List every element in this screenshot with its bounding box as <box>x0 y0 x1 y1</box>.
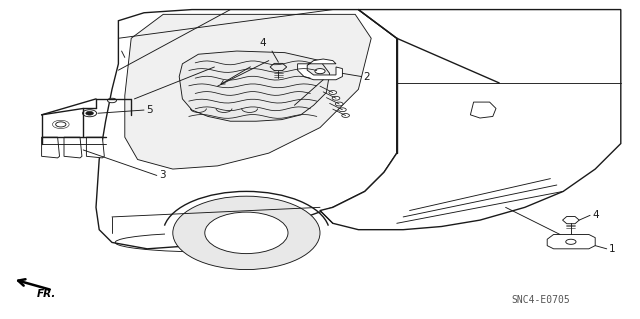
Circle shape <box>342 114 349 117</box>
Circle shape <box>56 122 66 127</box>
Polygon shape <box>86 137 104 158</box>
Text: 2: 2 <box>364 71 370 82</box>
Text: 4: 4 <box>592 210 598 220</box>
Polygon shape <box>125 14 371 169</box>
Circle shape <box>83 110 97 117</box>
Circle shape <box>86 111 93 115</box>
Circle shape <box>329 91 337 94</box>
Polygon shape <box>547 234 595 249</box>
Circle shape <box>315 69 325 74</box>
Circle shape <box>339 108 346 112</box>
Polygon shape <box>96 10 397 249</box>
Circle shape <box>335 102 343 106</box>
Text: FR.: FR. <box>37 289 56 299</box>
Polygon shape <box>179 51 330 121</box>
Polygon shape <box>42 137 60 158</box>
Polygon shape <box>298 59 342 80</box>
Polygon shape <box>64 137 82 158</box>
Circle shape <box>332 96 340 100</box>
Circle shape <box>108 98 116 103</box>
Text: 3: 3 <box>159 170 165 181</box>
Text: 5: 5 <box>146 105 152 115</box>
Circle shape <box>173 196 320 270</box>
Circle shape <box>566 239 576 244</box>
Polygon shape <box>470 102 496 118</box>
Text: 4: 4 <box>259 39 266 48</box>
Text: SNC4-E0705: SNC4-E0705 <box>511 295 570 305</box>
Text: 1: 1 <box>609 244 615 254</box>
Circle shape <box>205 212 288 254</box>
Polygon shape <box>320 10 621 230</box>
